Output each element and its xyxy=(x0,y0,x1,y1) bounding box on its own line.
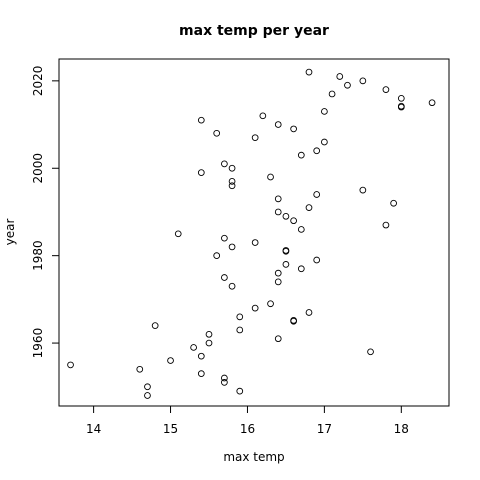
data-point xyxy=(328,90,336,98)
data-point xyxy=(197,370,205,378)
data-point xyxy=(274,195,282,203)
data-points xyxy=(67,68,436,399)
data-point xyxy=(259,112,267,120)
data-point xyxy=(274,208,282,216)
x-axis-label: max temp xyxy=(223,450,284,464)
data-point xyxy=(144,383,151,391)
data-point xyxy=(167,357,174,364)
data-point xyxy=(274,121,282,128)
y-tick-label: 1980 xyxy=(31,240,45,271)
data-point xyxy=(305,309,313,316)
data-point xyxy=(144,392,151,399)
y-tick-label: 1960 xyxy=(31,328,45,359)
data-point xyxy=(267,173,274,181)
y-tick-label: 2000 xyxy=(31,153,45,184)
data-point xyxy=(382,86,390,93)
data-point xyxy=(382,221,390,229)
data-point xyxy=(321,108,328,115)
data-point xyxy=(313,191,321,198)
data-point xyxy=(136,365,144,373)
data-point xyxy=(313,256,321,264)
data-point xyxy=(251,239,259,246)
data-point xyxy=(267,300,274,308)
data-point xyxy=(151,322,159,329)
data-point xyxy=(221,379,228,386)
data-point xyxy=(274,278,282,286)
data-point xyxy=(359,186,367,194)
data-point xyxy=(67,361,74,369)
data-point xyxy=(336,73,344,80)
data-point xyxy=(428,99,436,107)
data-point xyxy=(228,282,236,290)
data-point xyxy=(297,265,305,273)
x-tick-label: 16 xyxy=(240,422,255,436)
data-point xyxy=(305,68,313,76)
data-point xyxy=(305,204,313,211)
data-point xyxy=(367,348,374,356)
data-point xyxy=(282,261,290,268)
data-point xyxy=(174,230,182,238)
data-point xyxy=(297,226,305,233)
data-point xyxy=(228,178,236,185)
chart-title: max temp per year xyxy=(179,23,329,39)
data-point xyxy=(205,339,213,347)
y-axis: 1960 1980 2000 2020 xyxy=(31,66,59,359)
data-point xyxy=(290,125,297,133)
data-point xyxy=(221,160,228,168)
data-point xyxy=(282,212,290,220)
data-point xyxy=(274,335,282,343)
y-axis-label: year xyxy=(3,219,17,246)
data-point xyxy=(197,116,205,124)
data-point xyxy=(390,199,397,207)
x-tick-label: 15 xyxy=(163,422,178,436)
data-point xyxy=(213,129,221,137)
data-point xyxy=(297,151,305,159)
data-point xyxy=(228,164,236,172)
data-point xyxy=(397,102,405,110)
data-point xyxy=(282,247,290,254)
data-point xyxy=(205,330,213,338)
data-point xyxy=(251,134,259,142)
data-point xyxy=(321,138,328,146)
data-point xyxy=(228,243,236,251)
data-point xyxy=(190,344,197,351)
data-point xyxy=(344,81,351,89)
data-point xyxy=(221,234,228,242)
data-point xyxy=(228,182,236,190)
x-tick-label: 14 xyxy=(86,422,101,436)
data-point xyxy=(236,326,244,334)
data-point xyxy=(274,269,282,277)
data-point xyxy=(359,77,367,85)
data-point xyxy=(251,304,259,312)
data-point xyxy=(236,313,244,321)
data-point xyxy=(197,352,205,360)
data-point xyxy=(397,94,405,102)
data-point xyxy=(221,274,228,281)
data-point xyxy=(197,169,205,176)
x-tick-label: 18 xyxy=(394,422,409,436)
data-point xyxy=(213,252,221,260)
data-point xyxy=(290,217,297,225)
data-point xyxy=(290,316,297,324)
plot-frame xyxy=(58,58,450,407)
x-tick-label: 17 xyxy=(317,422,332,436)
data-point xyxy=(236,387,244,395)
data-point xyxy=(221,374,228,382)
x-axis: 14 15 16 17 18 xyxy=(86,406,409,436)
y-tick-label: 2020 xyxy=(31,66,45,97)
data-point xyxy=(313,147,321,155)
